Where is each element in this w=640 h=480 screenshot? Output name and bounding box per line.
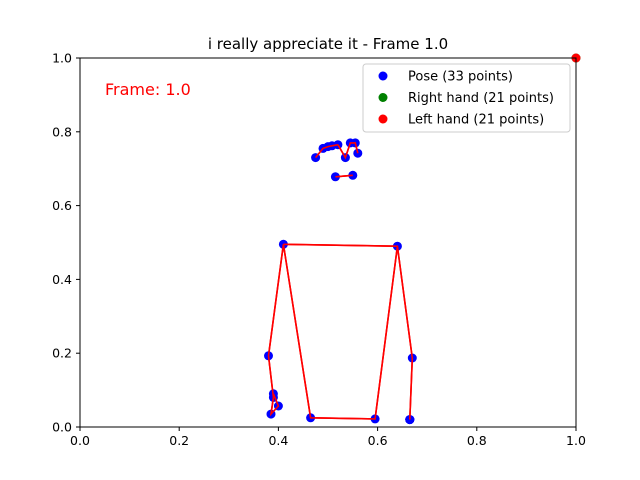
y-tick-label: 0.8 [52, 124, 72, 139]
x-tick-label: 0.2 [169, 433, 189, 448]
legend-marker [378, 114, 388, 124]
x-tick-label: 0.6 [368, 433, 388, 448]
y-tick-label: 0.0 [52, 420, 72, 435]
connection-line-overlay [314, 143, 339, 159]
legend-marker [378, 71, 388, 81]
connection-line-overlay [337, 142, 359, 160]
x-tick-label: 1.0 [566, 433, 586, 448]
x-tick-label: 0.4 [268, 433, 288, 448]
axes: 0.0 0.2 0.4 0.6 0.8 1.0 0.0 0.2 0.4 0.6 0.8 1.0 [52, 51, 586, 449]
legend-label: Pose (33 points) [408, 70, 513, 85]
connection-line-overlay [335, 174, 353, 178]
y-tick-label: 1.0 [52, 51, 72, 66]
connection-line-overlay [282, 244, 399, 420]
x-tick-label: 0.0 [70, 433, 90, 448]
connection-line-overlay [283, 243, 414, 420]
legend-label: Left hand (21 points) [408, 113, 544, 128]
y-tick-label: 0.2 [52, 346, 72, 361]
legend-box [362, 63, 571, 133]
legend-label: Right hand (21 points) [408, 91, 554, 106]
axes-frame [79, 57, 577, 428]
frame-annotation: Frame: 1.0 [105, 80, 191, 99]
legend: Pose (33 points) Right hand (21 points) Le… [362, 63, 571, 133]
connection-line-overlay [267, 244, 285, 417]
plot-area [264, 53, 581, 425]
y-tick-label: 0.6 [52, 198, 72, 213]
chart-title: i really appreciate it - Frame 1.0 [208, 35, 448, 53]
legend-marker [378, 93, 388, 102]
y-tick-label: 0.4 [52, 272, 72, 287]
x-tick-label: 0.8 [467, 433, 487, 448]
